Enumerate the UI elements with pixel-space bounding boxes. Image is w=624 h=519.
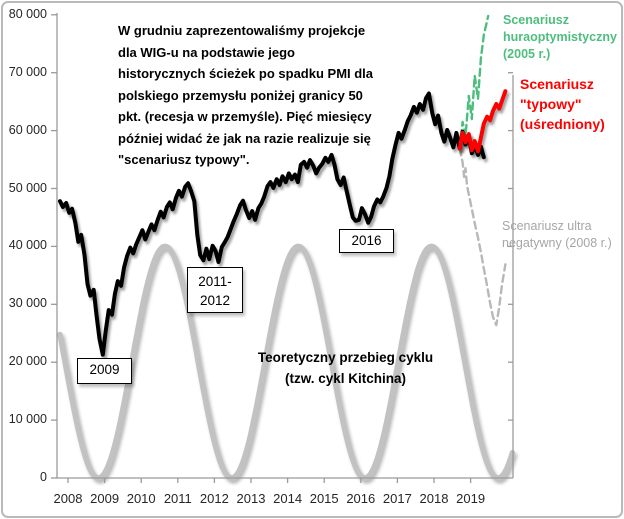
scenario-typical-label: Scenariusz "typowy" (uśredniony) <box>520 76 605 132</box>
y-axis-label: 10 000 <box>8 412 47 427</box>
callout-2016: 2016 <box>339 229 394 253</box>
x-axis-label: 2015 <box>309 491 339 506</box>
y-axis-label: 30 000 <box>8 296 47 311</box>
x-axis-label: 2009 <box>90 491 120 506</box>
y-axis-label: 60 000 <box>8 122 47 137</box>
kitchin-cycle-label: Teoretyczny przebieg cyklu (tzw. cykl Ki… <box>257 350 434 386</box>
x-axis-label: 2013 <box>236 491 266 506</box>
x-axis-label: 2016 <box>346 491 376 506</box>
annotation-text: W grudniu zaprezentowaliśmy projekcje dl… <box>118 23 374 167</box>
series-huraoptimistic <box>458 14 490 150</box>
x-axis-label: 2010 <box>126 491 156 506</box>
y-axis-label: 0 <box>40 470 47 484</box>
scenario-negative-label: Scenariusz ultra negatywny (2008 r.) <box>502 219 612 250</box>
x-axis-label: 2014 <box>273 491 303 506</box>
series-ultra-negative <box>458 147 507 327</box>
y-axis-label: 80 000 <box>8 6 47 21</box>
scenario-optimistic-label: Scenariusz huraoptymistyczny (2005 r.) <box>503 13 617 61</box>
x-axis-label: 2018 <box>419 491 449 506</box>
y-axis-label: 50 000 <box>8 180 47 195</box>
y-axis-label: 40 000 <box>8 238 47 253</box>
series-typical <box>457 89 508 154</box>
series-wig-history <box>58 91 486 357</box>
x-axis-label: 2011 <box>163 491 192 506</box>
x-axis-label: 2019 <box>456 491 486 506</box>
y-axis-label: 70 000 <box>8 64 47 79</box>
callout-2009: 2009 <box>77 358 132 384</box>
x-axis-label: 2017 <box>382 491 412 506</box>
kitchin-cycle-line <box>57 243 516 481</box>
callout-2011-2012: 2011- 2012 <box>187 267 243 313</box>
x-axis-label: 2008 <box>53 491 83 506</box>
y-axis-label: 20 000 <box>8 354 47 369</box>
x-axis-label: 2012 <box>199 491 229 506</box>
